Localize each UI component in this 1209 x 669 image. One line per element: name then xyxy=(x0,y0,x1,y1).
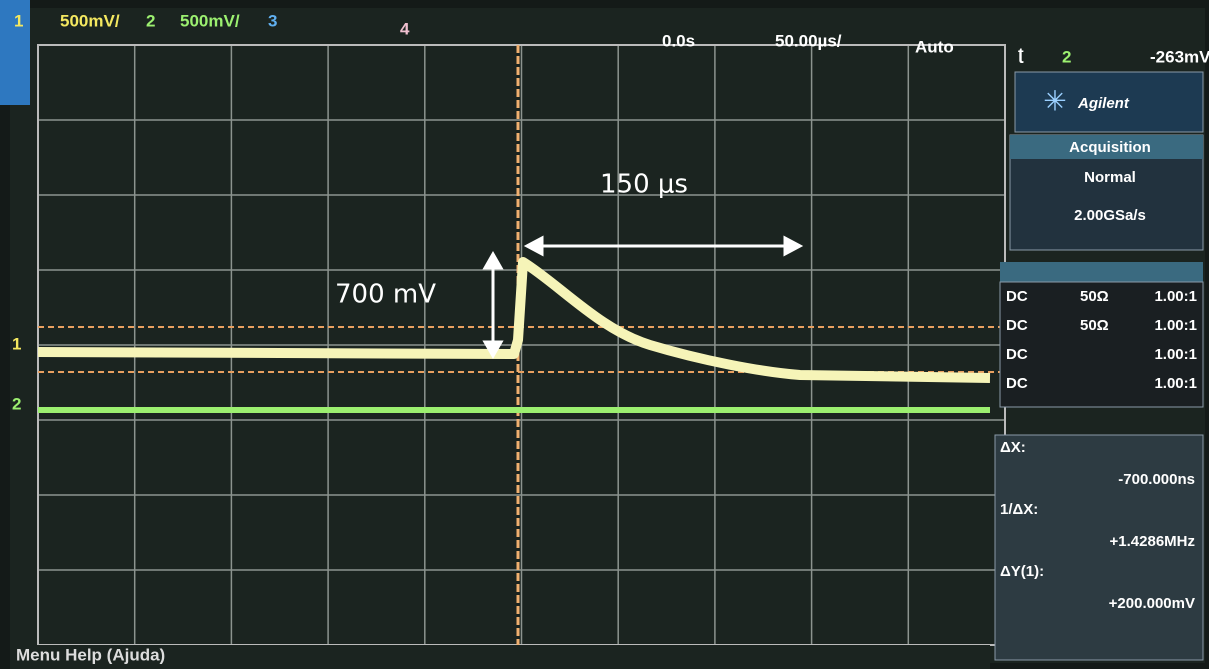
measurement-value: +1.4286MHz xyxy=(1110,533,1195,550)
sample-rate: 2.00GSa/s xyxy=(1074,207,1146,224)
voltage-annotation: 700 mV xyxy=(335,280,436,310)
measurement-value: -700.000ns xyxy=(1118,471,1195,488)
ch4-label: 4 xyxy=(400,19,410,38)
trigger-icon: ʈ xyxy=(1018,44,1024,63)
probe-ratio: 1.00:1 xyxy=(1154,288,1197,305)
ch2-scale: 500mV/ xyxy=(180,11,240,30)
ch2-label: 2 xyxy=(146,11,155,30)
measurement-label: 1/ΔX: xyxy=(1000,501,1038,518)
acquisition-title: Acquisition xyxy=(1069,139,1151,156)
ch1-marker: 1 xyxy=(12,334,21,353)
ch1-scale: 500mV/ xyxy=(60,11,120,30)
measurement-label: ΔY(1): xyxy=(1000,563,1044,580)
measurement-value: +200.000mV xyxy=(1109,595,1195,612)
footer: Menu Help (Ajuda) xyxy=(16,645,165,664)
probe-ratio: 1.00:1 xyxy=(1154,346,1197,363)
probe-ratio: 1.00:1 xyxy=(1154,317,1197,334)
trigger-mode: Auto xyxy=(915,37,954,56)
ch2-marker: 2 xyxy=(12,394,21,413)
oscilloscope: 1 500mV/ 2 500mV/ 3 4 0.0s 50.00µs/ Auto… xyxy=(0,0,1209,669)
coupling: DC xyxy=(1006,288,1028,305)
ch3-label: 3 xyxy=(268,11,277,30)
brand-logo: ✳ xyxy=(1043,85,1066,116)
impedance: 50Ω xyxy=(1080,288,1109,305)
coupling: DC xyxy=(1006,375,1028,392)
coupling: DC xyxy=(1006,317,1028,334)
acquisition-mode: Normal xyxy=(1084,169,1136,186)
ch1-label: 1 xyxy=(14,11,23,30)
probe-ratio: 1.00:1 xyxy=(1154,375,1197,392)
time-delay: 0.0s xyxy=(662,31,695,50)
brand: Agilent xyxy=(1077,95,1130,112)
time-annotation: 150 μs xyxy=(600,170,688,200)
channel-header xyxy=(1000,262,1203,282)
coupling: DC xyxy=(1006,346,1028,363)
trigger-source: 2 xyxy=(1062,47,1071,66)
impedance: 50Ω xyxy=(1080,317,1109,334)
trigger-level: -263mV xyxy=(1150,47,1209,66)
measurement-label: ΔX: xyxy=(1000,439,1026,456)
time-scale: 50.00µs/ xyxy=(775,31,842,50)
